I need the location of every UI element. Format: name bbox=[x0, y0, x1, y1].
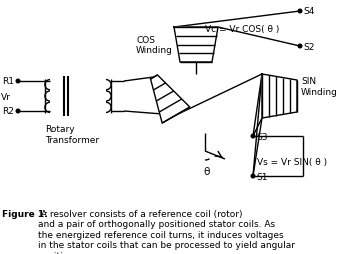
Circle shape bbox=[251, 135, 255, 138]
Circle shape bbox=[251, 174, 255, 178]
Text: S3: S3 bbox=[256, 132, 267, 141]
Text: S2: S2 bbox=[303, 42, 314, 51]
Text: Vr: Vr bbox=[1, 92, 11, 101]
Polygon shape bbox=[151, 76, 190, 123]
Text: S4: S4 bbox=[303, 7, 314, 17]
Text: A resolver consists of a reference coil (rotor)
and a pair of orthogonally posit: A resolver consists of a reference coil … bbox=[38, 209, 295, 254]
Text: S1: S1 bbox=[256, 172, 267, 181]
Polygon shape bbox=[262, 75, 297, 119]
Circle shape bbox=[16, 80, 20, 84]
Circle shape bbox=[16, 110, 20, 113]
Text: R1: R1 bbox=[2, 77, 14, 86]
Text: SIN
Winding: SIN Winding bbox=[301, 77, 338, 96]
Text: Figure 1:: Figure 1: bbox=[2, 209, 48, 218]
Text: Vs = Vr SIN( θ ): Vs = Vr SIN( θ ) bbox=[257, 157, 327, 166]
Polygon shape bbox=[174, 28, 218, 63]
Circle shape bbox=[298, 45, 302, 49]
Text: R2: R2 bbox=[2, 107, 14, 116]
Text: COS
Winding: COS Winding bbox=[136, 36, 173, 55]
Text: Vc = Vr COS( θ ): Vc = Vr COS( θ ) bbox=[205, 25, 279, 34]
Text: θ: θ bbox=[204, 166, 210, 176]
Circle shape bbox=[298, 10, 302, 14]
Text: Rotary
Transformer: Rotary Transformer bbox=[45, 125, 99, 144]
